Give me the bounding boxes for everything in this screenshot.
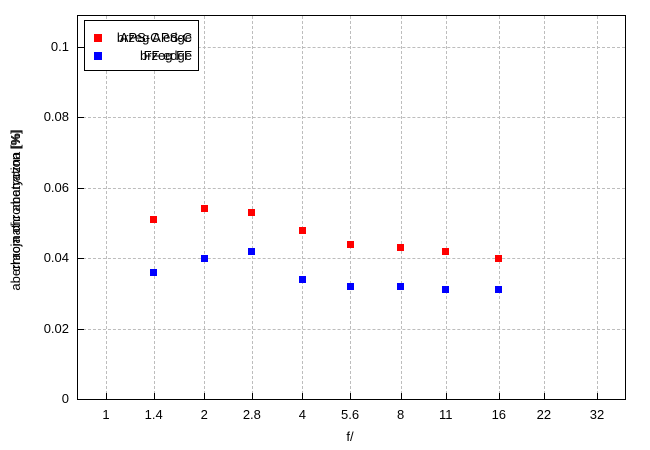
y-tick-label: 0.02 xyxy=(43,320,69,336)
y-tick-label: 0 xyxy=(61,391,69,406)
vertical-gridline xyxy=(251,16,253,399)
horizontal-gridline xyxy=(78,117,625,119)
blue-square-marker-icon xyxy=(94,52,102,60)
y-axis-tick xyxy=(78,328,84,330)
y-axis-tick xyxy=(78,399,84,400)
y-tick-label: 0.04 xyxy=(43,250,69,266)
data-point-ff xyxy=(200,254,208,262)
data-point-ff xyxy=(150,268,158,276)
x-axis-tick xyxy=(350,393,352,399)
legend: brzeg APS-C APS-C edge brzeg FF FF edge xyxy=(84,20,199,71)
x-axis-label: f/ xyxy=(346,429,354,444)
x-axis-tick xyxy=(204,393,206,399)
data-point-ff xyxy=(298,275,306,283)
legend-label-ff-edge-polish: brzeg FF xyxy=(139,48,192,63)
y-axis-label: aberracja chromatyczna [%] chromatic abe… xyxy=(6,6,26,406)
plot-area: 1 1.4 2 2.8 4 5.6 8 11 16 22 32 0 0.02 0.04 0.06 0.08 0.… xyxy=(44,15,626,422)
x-tick-label: 1 xyxy=(102,407,110,422)
x-tick-label: 32 xyxy=(589,407,605,422)
y-axis-tick xyxy=(78,117,84,119)
vertical-gridline xyxy=(543,16,545,399)
vertical-gridline xyxy=(400,16,402,399)
data-point-apsc xyxy=(150,215,158,223)
x-axis-tick xyxy=(543,393,545,399)
x-axis-tick xyxy=(302,393,304,399)
vertical-gridline xyxy=(302,16,304,399)
x-axis-tick xyxy=(597,393,598,399)
data-point-apsc xyxy=(248,208,256,216)
data-point-ff xyxy=(442,286,450,294)
data-point-apsc xyxy=(442,247,450,255)
data-point-apsc xyxy=(298,226,306,234)
x-tick-label: 4 xyxy=(298,407,306,422)
legend-label-apsc-edge-polish: brzeg APS-C xyxy=(116,30,192,45)
legend-label-ff-edge-english: FF edge xyxy=(143,48,192,63)
x-tick-label: 2.8 xyxy=(242,407,261,422)
vertical-gridline xyxy=(106,16,107,399)
x-tick-label: 2 xyxy=(200,407,208,422)
x-axis-tick xyxy=(153,393,155,399)
y-tick-label: 0.08 xyxy=(43,109,69,125)
x-axis-tick xyxy=(251,393,253,399)
legend-label-apsc-edge-english: APS-C edge xyxy=(119,30,192,45)
data-point-ff xyxy=(397,282,405,290)
legend-entry-ff-edge: brzeg FF FF edge xyxy=(85,48,196,64)
legend-entry-apsc-edge: brzeg APS-C APS-C edge xyxy=(85,30,196,46)
x-tick-label: 16 xyxy=(491,407,507,422)
x-axis-tick xyxy=(445,393,447,399)
vertical-gridline xyxy=(597,16,598,399)
y-axis-tick xyxy=(78,258,84,260)
vertical-gridline xyxy=(350,16,352,399)
red-square-marker-icon xyxy=(94,34,102,42)
horizontal-gridline xyxy=(78,258,625,260)
y-axis-tick xyxy=(78,187,84,189)
x-tick-label: 22 xyxy=(536,407,552,422)
x-tick-label: 8 xyxy=(396,407,405,422)
data-point-apsc xyxy=(200,205,208,213)
x-tick-label: 11 xyxy=(438,407,453,422)
x-axis-tick xyxy=(106,393,107,399)
legend-label-ff-edge: brzeg FF FF edge xyxy=(107,48,192,64)
horizontal-gridline xyxy=(78,328,625,330)
x-tick-label: 5.6 xyxy=(341,407,360,422)
y-tick-label: 0.1 xyxy=(50,39,69,54)
horizontal-gridline xyxy=(78,187,625,189)
data-point-ff xyxy=(248,247,256,255)
data-point-apsc xyxy=(495,254,503,262)
legend-label-apsc-edge: brzeg APS-C APS-C edge xyxy=(107,30,192,46)
vertical-gridline xyxy=(445,16,447,399)
vertical-gridline xyxy=(498,16,500,399)
data-point-apsc xyxy=(346,240,354,248)
vertical-gridline xyxy=(153,16,155,399)
x-axis-tick xyxy=(498,393,500,399)
data-point-apsc xyxy=(397,244,405,252)
y-tick-label: 0.06 xyxy=(43,179,69,195)
y-axis-tick xyxy=(78,47,84,48)
x-axis-tick xyxy=(400,393,402,399)
data-point-ff xyxy=(495,286,503,294)
horizontal-gridline xyxy=(78,47,625,48)
x-tick-label: 1.4 xyxy=(144,407,163,422)
data-point-ff xyxy=(346,282,354,290)
